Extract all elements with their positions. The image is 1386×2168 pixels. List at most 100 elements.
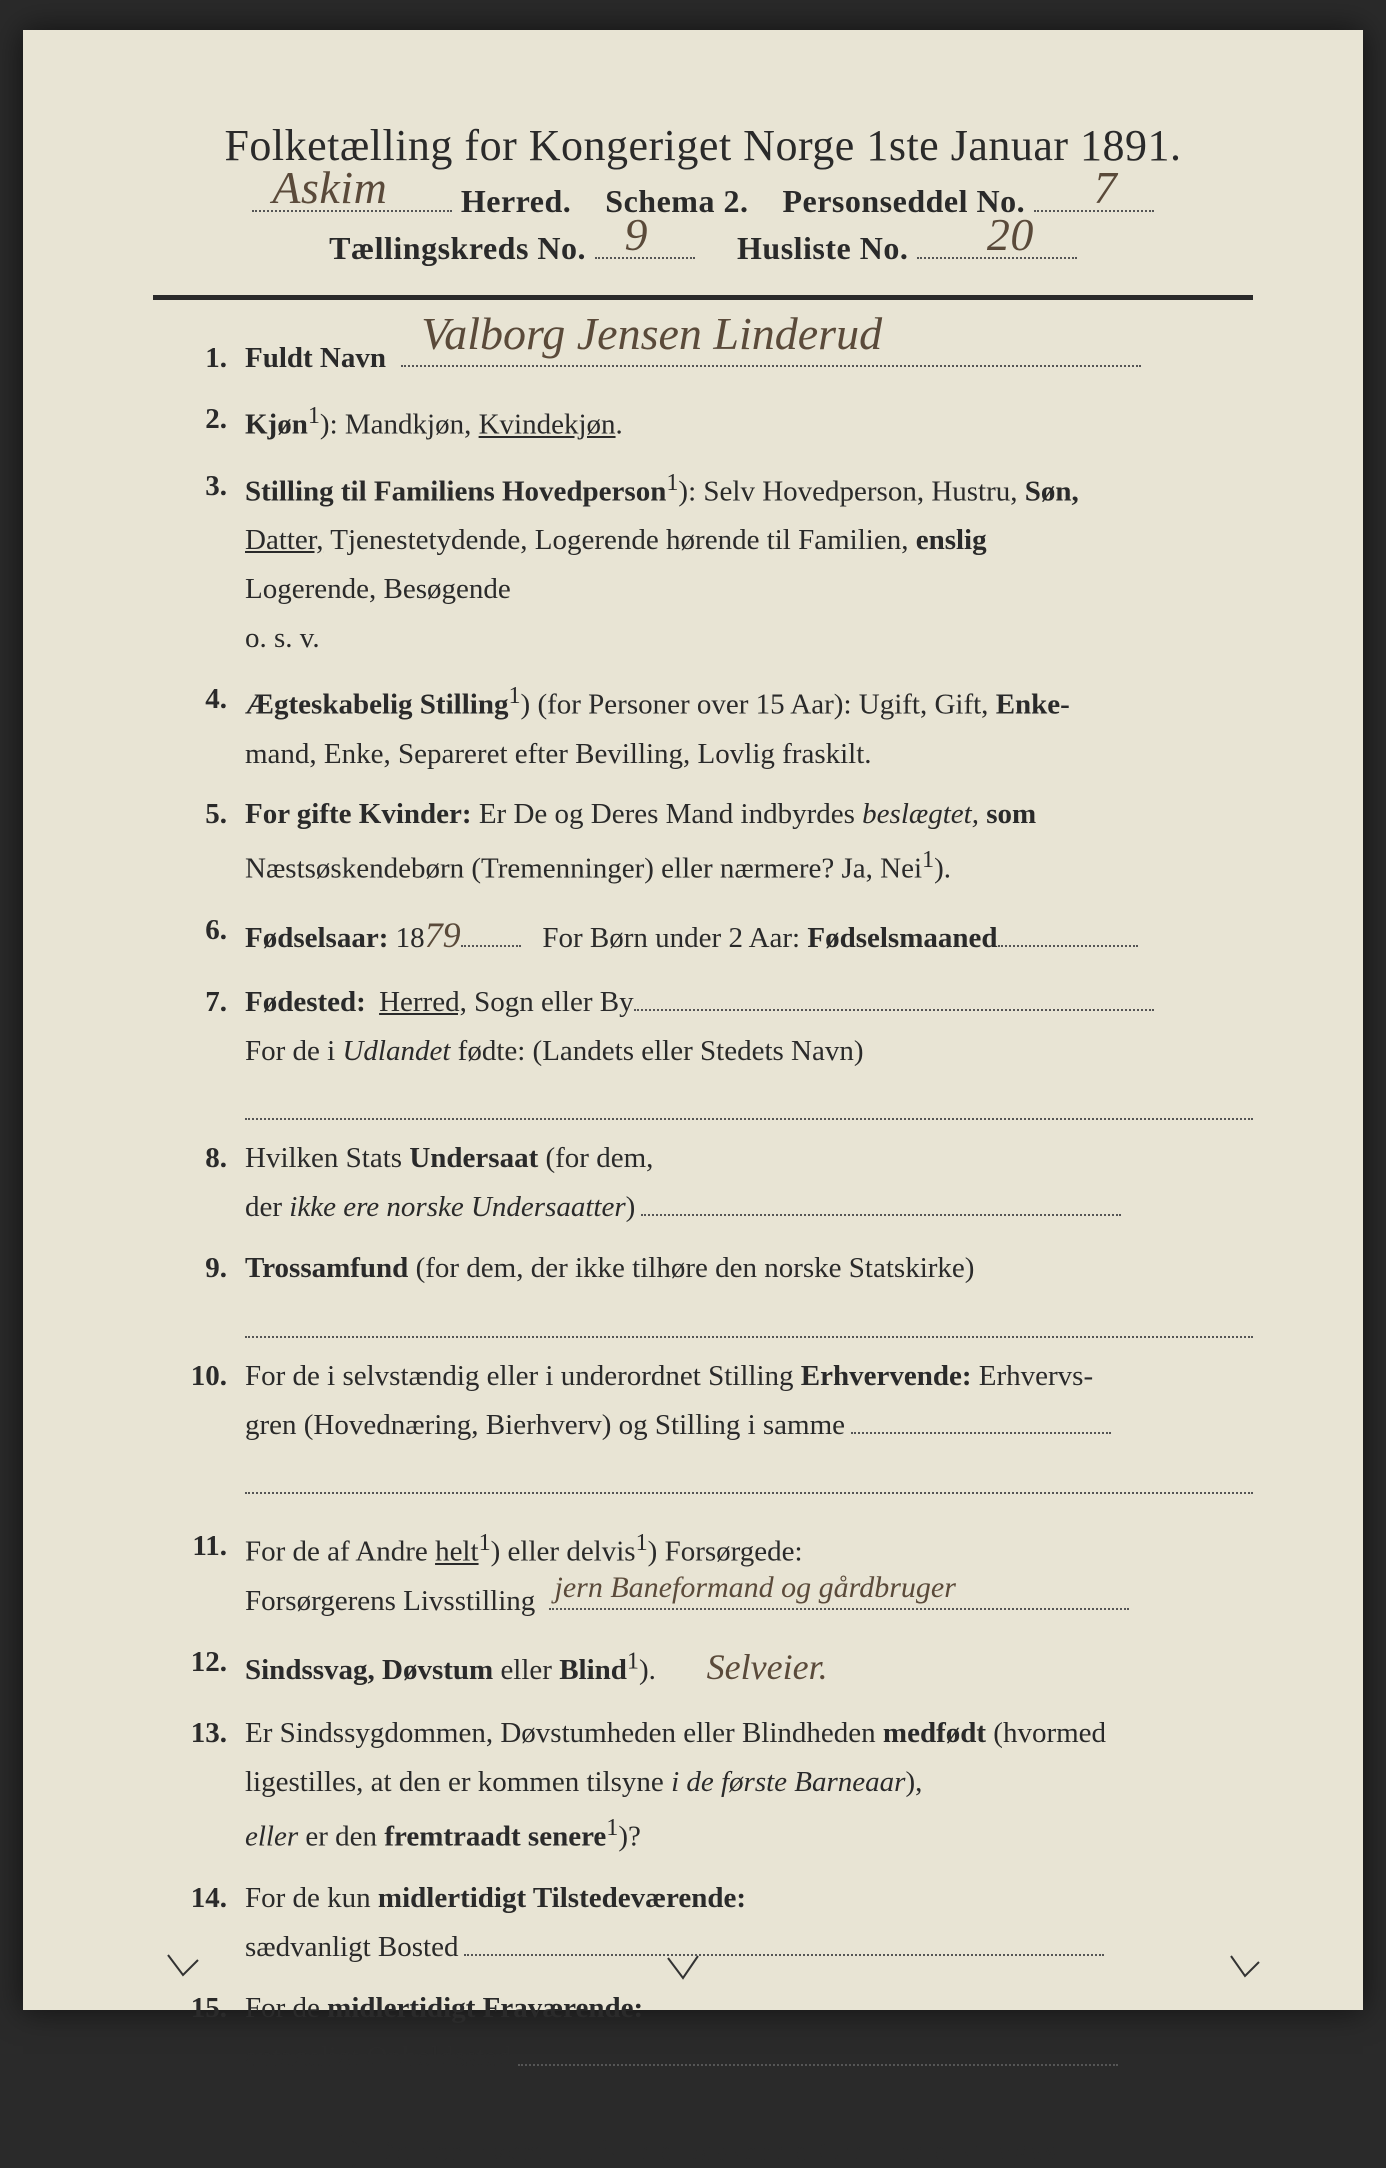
text: o. s. v. bbox=[245, 622, 320, 654]
row-13: 13. Er Sindssygdommen, Døvstumheden elle… bbox=[183, 1711, 1253, 1756]
row-15: 15. For de midlertidigt Fraværende: bbox=[183, 1986, 1253, 2031]
row-num: 1. bbox=[183, 336, 245, 381]
text: gren (Hovednæring, Bierhverv) og Stillin… bbox=[245, 1409, 845, 1441]
text: der bbox=[245, 1191, 289, 1223]
row-num: 4. bbox=[183, 677, 245, 722]
row-15-cont: antageligt Opholdssted bbox=[245, 2035, 1253, 2080]
text: Er Sindssygdommen, Døvstumheden eller Bl… bbox=[245, 1717, 883, 1749]
census-form-page: Folketælling for Kongeriget Norge 1ste J… bbox=[23, 30, 1363, 2010]
form-body: 1. Fuldt Navn Valborg Jensen Linderud 2.… bbox=[153, 336, 1253, 2080]
text: eller bbox=[493, 1654, 559, 1686]
text-bold: medfødt bbox=[883, 1717, 986, 1749]
sup: 1 bbox=[508, 682, 520, 709]
row-num: 7. bbox=[183, 980, 245, 1025]
row-3-cont: Datter, Tjenestetydende, Logerende høren… bbox=[245, 518, 1253, 563]
row-7-fill bbox=[245, 1080, 1253, 1121]
text-italic: i de første Barneaar bbox=[671, 1766, 905, 1798]
field-label: For gifte Kvinder: bbox=[245, 798, 472, 830]
text: . bbox=[616, 409, 623, 441]
text-bold: midlertidigt Fraværende: bbox=[327, 1992, 643, 2024]
text: Logerende, Besøgende bbox=[245, 573, 511, 605]
sup: 1 bbox=[479, 1529, 491, 1556]
row-4: 4. Ægteskabelig Stilling1) (for Personer… bbox=[183, 677, 1253, 728]
kreds-label: Tællingskreds No. bbox=[329, 230, 586, 266]
text: fødte: (Landets eller Stedets Navn) bbox=[450, 1035, 863, 1067]
field-label: Ægteskabelig Stilling bbox=[245, 689, 508, 721]
text-bold: enslig bbox=[916, 524, 987, 556]
text-bold: midlertidigt Tilstedeværende: bbox=[378, 1882, 746, 1914]
text: mand, Enke, Separeret efter Bevilling, L… bbox=[245, 738, 872, 770]
text: (for dem, der ikke tilhøre den norske St… bbox=[408, 1252, 974, 1284]
footnote-text: ) De for hvert Tilfælde passende Ord und… bbox=[352, 2136, 1070, 2167]
row-5: 5. For gifte Kvinder: Er De og Deres Man… bbox=[183, 792, 1253, 837]
row-num: 6. bbox=[183, 908, 245, 953]
row-5-cont: Næstsøskendebørn (Tremenninger) eller næ… bbox=[245, 841, 1253, 892]
husliste-label: Husliste No. bbox=[737, 230, 908, 266]
row-num: 9. bbox=[183, 1246, 245, 1291]
text-bold: Enke- bbox=[996, 689, 1070, 721]
title-block: Folketælling for Kongeriget Norge 1ste J… bbox=[153, 120, 1253, 267]
row-7-cont: For de i Udlandet fødte: (Landets eller … bbox=[245, 1029, 1253, 1074]
forsorger-handwritten: jern Baneformand og gårdbruger bbox=[555, 1565, 956, 1612]
row-11-cont: Forsørgerens Livsstilling jern Baneforma… bbox=[245, 1579, 1253, 1624]
sup: 1 bbox=[606, 1814, 618, 1841]
text: For Børn under 2 Aar: bbox=[535, 922, 807, 954]
row-4-cont: mand, Enke, Separeret efter Bevilling, L… bbox=[245, 732, 1253, 777]
row-12: 12. Sindssvag, Døvstum eller Blind1). Se… bbox=[183, 1640, 1253, 1696]
text: 18 bbox=[388, 922, 424, 954]
herred-handwritten: Askim bbox=[272, 161, 387, 214]
row-10: 10. For de i selvstændig eller i underor… bbox=[183, 1354, 1253, 1399]
underlined-option: Datter, bbox=[245, 524, 324, 556]
text-italic: Udlandet bbox=[342, 1035, 450, 1067]
text: (for dem, bbox=[538, 1142, 653, 1174]
text: ) (for Personer over 15 Aar): Ugift, Gif… bbox=[521, 689, 996, 721]
sup: 1 bbox=[666, 469, 678, 496]
row-num: 8. bbox=[183, 1136, 245, 1181]
text: For de i bbox=[245, 1035, 342, 1067]
tear-mark-icon bbox=[663, 1950, 703, 1990]
row-8: 8. Hvilken Stats Undersaat (for dem, bbox=[183, 1136, 1253, 1181]
text: ): Mandkjøn, bbox=[320, 409, 479, 441]
row-7: 7. Fødested: Herred, Sogn eller By bbox=[183, 980, 1253, 1025]
row-num: 15. bbox=[183, 1986, 245, 2031]
row-13-cont: ligestilles, at den er kommen tilsyne i … bbox=[245, 1760, 1253, 1805]
text: Hvilken Stats bbox=[245, 1142, 409, 1174]
text: Forsørgerens Livsstilling bbox=[245, 1585, 535, 1617]
text-bold: Erhvervende: bbox=[801, 1360, 972, 1392]
row-9-fill bbox=[245, 1297, 1253, 1338]
text: ). bbox=[639, 1654, 656, 1686]
row-1: 1. Fuldt Navn Valborg Jensen Linderud bbox=[183, 336, 1253, 381]
sup: 1 bbox=[922, 846, 934, 873]
text-bold: Blind bbox=[559, 1654, 627, 1686]
text: ). bbox=[934, 853, 951, 885]
text-bold: som bbox=[979, 798, 1036, 830]
header-line-3: Tællingskreds No. 9 Husliste No. 20 bbox=[153, 230, 1253, 267]
row-13-cont: eller er den fremtraadt senere1)? bbox=[245, 1809, 1253, 1860]
row-14-cont: sædvanligt Bosted bbox=[245, 1925, 1253, 1970]
row-num: 12. bbox=[183, 1640, 245, 1685]
row-10-fill bbox=[245, 1454, 1253, 1495]
row-3-cont: Logerende, Besøgende bbox=[245, 567, 1253, 612]
text-italic: ikke ere norske Undersaatter bbox=[289, 1191, 625, 1223]
field-label: Trossamfund bbox=[245, 1252, 408, 1284]
row-6: 6. Fødselsaar: 1879 For Børn under 2 Aar… bbox=[183, 908, 1253, 964]
text: ) Forsørgede: bbox=[648, 1536, 803, 1568]
text: Næstsøskendebørn (Tremenninger) eller næ… bbox=[245, 853, 922, 885]
field-label: Stilling til Familiens Hovedperson bbox=[245, 475, 666, 507]
row-num: 13. bbox=[183, 1711, 245, 1756]
row-8-cont: der ikke ere norske Undersaatter) bbox=[245, 1185, 1253, 1230]
row-num: 10. bbox=[183, 1354, 245, 1399]
text: er den bbox=[298, 1821, 384, 1853]
underlined-option: helt bbox=[435, 1536, 479, 1568]
selveier-handwritten: Selveier. bbox=[707, 1647, 828, 1687]
text: For de kun bbox=[245, 1882, 378, 1914]
underlined-option: Herred, bbox=[379, 986, 467, 1018]
text: Er De og Deres Mand indbyrdes bbox=[472, 798, 863, 830]
text-bold: fremtraadt senere bbox=[384, 1821, 606, 1853]
text: Tjenestetydende, Logerende hørende til F… bbox=[324, 524, 916, 556]
text-bold: Søn, bbox=[1025, 475, 1079, 507]
sup: 1 bbox=[636, 1529, 648, 1556]
tear-mark-icon bbox=[163, 1950, 203, 1990]
kreds-no-handwritten: 9 bbox=[625, 208, 649, 261]
sup: 1 bbox=[308, 402, 320, 429]
